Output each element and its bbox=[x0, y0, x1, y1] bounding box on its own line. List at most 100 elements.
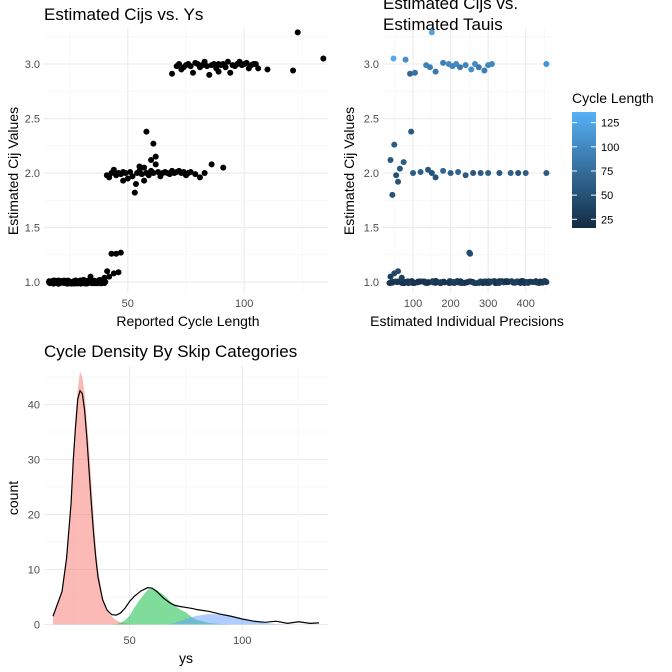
panel-cij-vs-ys: 1.0 1.5 2.0 2.5 3.0 50 100 Estimated Cijs vs.… bbox=[5, 5, 328, 329]
p1-point bbox=[290, 67, 297, 74]
p1-point bbox=[110, 166, 117, 173]
p1-point bbox=[110, 270, 117, 277]
p1-point bbox=[143, 128, 150, 135]
p1-point bbox=[113, 250, 120, 257]
p2-point bbox=[543, 279, 550, 286]
p2-point bbox=[390, 55, 397, 62]
p2-points bbox=[386, 29, 550, 287]
p2-point bbox=[432, 174, 439, 181]
p2-point bbox=[389, 191, 396, 198]
p1-y-tick-label: 2.0 bbox=[25, 168, 40, 180]
p2-point bbox=[468, 66, 475, 73]
p1-point bbox=[196, 174, 203, 181]
p2-x-axis-label: Estimated Individual Precisions bbox=[370, 313, 564, 329]
p2-point bbox=[496, 279, 503, 286]
p2-point bbox=[395, 268, 402, 275]
p2-point bbox=[479, 280, 486, 287]
p1-point bbox=[101, 274, 108, 281]
legend-colorbar bbox=[572, 112, 596, 228]
p2-point bbox=[440, 59, 447, 66]
p2-point bbox=[543, 170, 550, 177]
p2-point bbox=[481, 67, 488, 74]
p1-point bbox=[120, 177, 127, 184]
p2-y-tick-label: 3.0 bbox=[364, 59, 379, 71]
p2-point bbox=[428, 170, 435, 177]
p1-y-tick-label: 3.0 bbox=[25, 59, 40, 71]
p2-x-tick-label: 300 bbox=[479, 298, 497, 310]
p3-y-tick-label: 20 bbox=[28, 510, 40, 522]
p1-point bbox=[124, 175, 131, 182]
p2-title-line-1: Estimated Cijs vs. bbox=[383, 0, 518, 13]
p1-x-ticks: 50 100 bbox=[122, 298, 254, 310]
p2-point bbox=[410, 170, 417, 177]
p2-y-tick-label: 2.0 bbox=[364, 168, 379, 180]
legend-tick-label: 100 bbox=[601, 142, 619, 154]
p1-point bbox=[208, 161, 215, 168]
p1-point bbox=[141, 164, 148, 171]
p1-point bbox=[187, 63, 194, 70]
p1-point bbox=[117, 249, 124, 256]
p1-y-tick-label: 2.5 bbox=[25, 114, 40, 126]
p1-point bbox=[220, 164, 227, 171]
p1-point bbox=[206, 71, 213, 78]
p2-point bbox=[456, 64, 463, 71]
p1-y-axis-label: Estimated Cij Values bbox=[5, 107, 21, 235]
legend-ticks: 25 50 75 100 125 bbox=[572, 118, 619, 226]
p2-point bbox=[402, 279, 409, 286]
p2-point bbox=[396, 165, 403, 172]
legend-title: Cycle Length bbox=[572, 90, 654, 106]
p1-point bbox=[115, 269, 122, 276]
p1-point bbox=[104, 268, 111, 275]
p2-point bbox=[470, 170, 477, 177]
p1-point bbox=[132, 180, 139, 187]
p3-x-tick-label: 50 bbox=[124, 635, 136, 647]
p3-density-line bbox=[52, 389, 320, 625]
p2-point bbox=[400, 159, 407, 166]
p2-point bbox=[496, 170, 503, 177]
p2-x-tick-label: 100 bbox=[404, 298, 422, 310]
p2-point bbox=[436, 279, 443, 286]
p2-y-axis-label: Estimated Cij Values bbox=[341, 107, 357, 235]
p1-point bbox=[294, 29, 301, 36]
p1-point bbox=[68, 280, 75, 287]
p1-point bbox=[264, 66, 271, 73]
p2-point bbox=[507, 170, 514, 177]
p1-point bbox=[215, 60, 222, 67]
p1-point bbox=[215, 68, 222, 75]
p2-point bbox=[502, 278, 509, 285]
p3-y-axis-label: count bbox=[5, 481, 21, 515]
p1-point bbox=[152, 161, 159, 168]
p2-y-ticks: 1.0 1.5 2.0 2.5 3.0 bbox=[364, 59, 379, 289]
p3-x-tick-label: 100 bbox=[233, 635, 251, 647]
p1-point bbox=[150, 170, 157, 177]
p1-point bbox=[85, 280, 92, 287]
p2-point bbox=[411, 69, 418, 76]
p1-point bbox=[131, 189, 138, 196]
p1-points bbox=[46, 29, 327, 287]
p2-point bbox=[407, 70, 414, 77]
p2-point bbox=[471, 279, 478, 286]
p2-x-tick-label: 200 bbox=[441, 298, 459, 310]
p2-point bbox=[428, 29, 435, 36]
p2-point bbox=[462, 62, 469, 69]
legend-tick-label: 50 bbox=[601, 190, 613, 202]
p1-point bbox=[176, 60, 183, 67]
p2-y-tick-label: 2.5 bbox=[364, 114, 379, 126]
p2-point bbox=[515, 170, 522, 177]
p3-area-pink bbox=[53, 371, 319, 625]
p2-point bbox=[455, 168, 462, 175]
p3-y-tick-label: 0 bbox=[34, 620, 40, 632]
p1-point bbox=[148, 156, 155, 163]
p1-title: Estimated Cijs vs. Ys bbox=[44, 5, 203, 24]
p1-x-tick-label: 50 bbox=[122, 298, 134, 310]
p1-point bbox=[224, 58, 231, 65]
p1-point bbox=[187, 168, 194, 175]
p2-point bbox=[393, 172, 400, 179]
p1-point bbox=[189, 69, 196, 76]
p3-y-tick-label: 40 bbox=[28, 400, 40, 412]
p2-point bbox=[415, 278, 422, 285]
p1-point bbox=[227, 69, 234, 76]
p1-point bbox=[150, 140, 157, 147]
p2-point bbox=[394, 278, 401, 285]
p2-title-line-2: Estimated Tauis bbox=[383, 15, 503, 34]
